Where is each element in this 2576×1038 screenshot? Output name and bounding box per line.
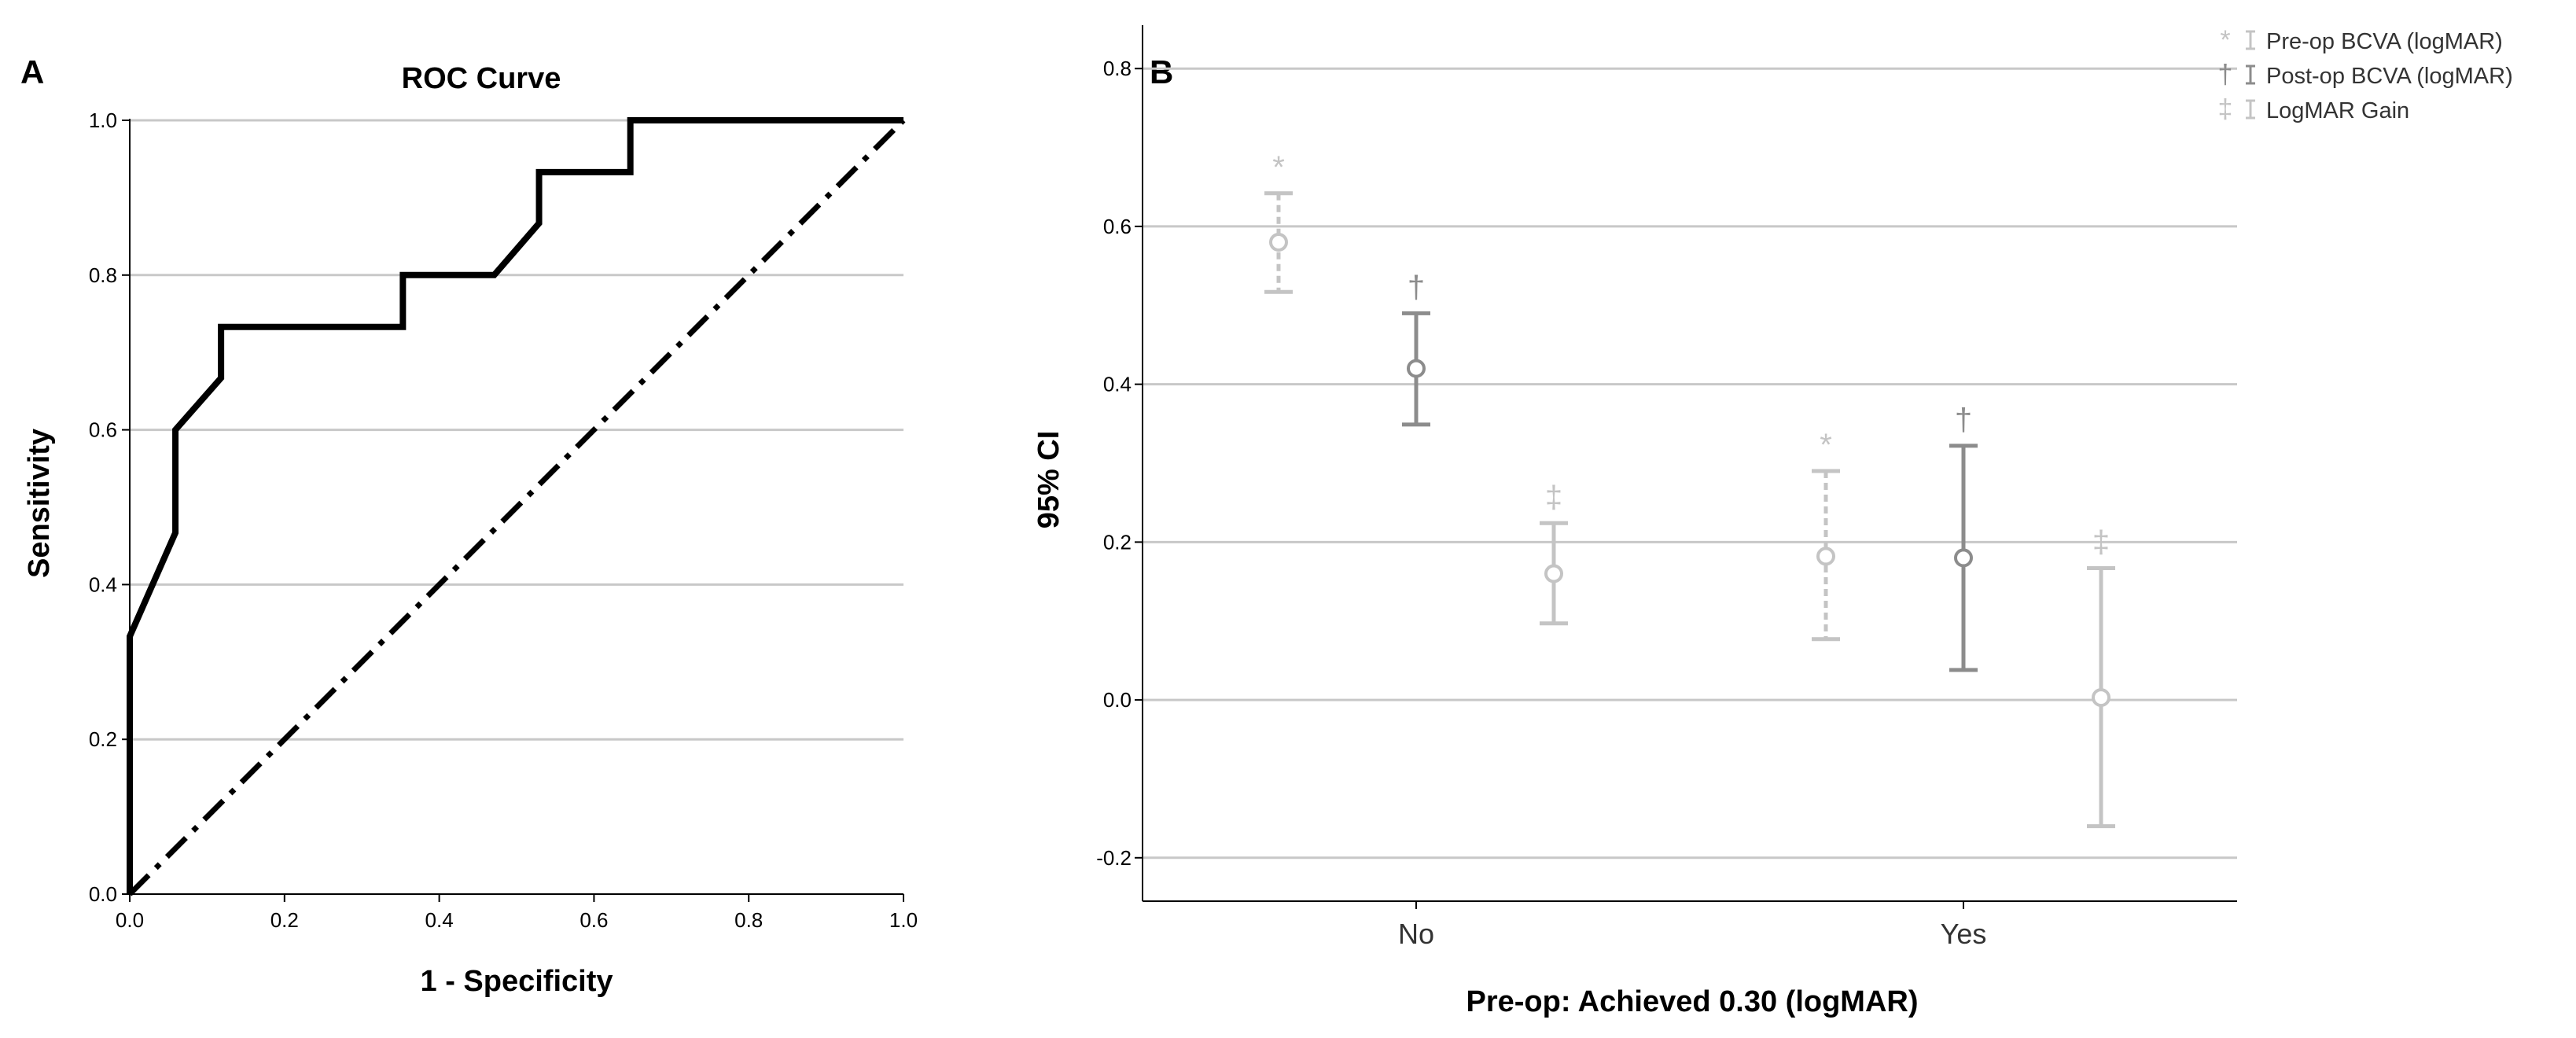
panel-b-legend-label: Pre-op BCVA (logMAR) bbox=[2266, 29, 2503, 54]
panel-b-mean-point bbox=[1816, 547, 1835, 566]
panel-b-y-tick-label: -0.2 bbox=[1096, 846, 1132, 870]
panel-b-mean-point bbox=[1407, 359, 1426, 378]
panel-a-roc-curve bbox=[127, 117, 903, 894]
panel-b-category-label: No bbox=[1398, 918, 1434, 950]
panel-b-errorbar: ‡ bbox=[1540, 480, 1568, 626]
panel-b-y-tick-label: 0.2 bbox=[1103, 530, 1132, 554]
panel-a-roc-curve-group bbox=[127, 117, 903, 894]
panel-b-mean-point bbox=[2092, 688, 2110, 708]
panel-a-letter: A bbox=[20, 53, 44, 90]
panel-b-errorbar: * bbox=[1264, 150, 1293, 294]
panel-b-errorbar: * bbox=[1812, 428, 1840, 642]
panel-b-y-tick-label: 0.6 bbox=[1103, 215, 1132, 238]
panel-b-legend-item: † Post-op BCVA (logMAR) bbox=[2218, 60, 2513, 90]
panel-a-x-tick-label: 0.0 bbox=[116, 908, 144, 932]
panel-b-legend-errorbar-icon bbox=[2246, 30, 2255, 50]
panel-a-x-tick-label: 0.8 bbox=[734, 908, 763, 932]
panel-b-y-tick-labels: -0.2 0.0 0.2 0.4 0.6 0.8 bbox=[1096, 57, 1132, 870]
panel-b-legend-item: ‡ LogMAR Gain bbox=[2218, 94, 2410, 124]
panel-b-x-axis-label: Pre-op: Achieved 0.30 (logMAR) bbox=[1466, 985, 1918, 1018]
panel-b-legend-label: Post-op BCVA (logMAR) bbox=[2266, 64, 2513, 89]
panel-b-legend-symbol: ‡ bbox=[2218, 94, 2233, 124]
panel-b-legend-errorbar-icon bbox=[2246, 64, 2255, 85]
panel-a-y-tick-label: 0.4 bbox=[89, 572, 117, 596]
panel-b-gridlines bbox=[1143, 67, 2237, 859]
panel-b-errorbar-chart: B -0.2 0.0 0.2 0.4 0.6 0.8 No Yes * * † † ‡ ‡ * Pre-… bbox=[1032, 25, 2513, 1018]
panel-a-y-axis-label: Sensitivity bbox=[23, 429, 56, 578]
panel-b-legend: * Pre-op BCVA (logMAR) † Post-op BCVA (logM… bbox=[2218, 25, 2513, 124]
panel-a-reference-line bbox=[127, 118, 906, 896]
panel-a-x-tick-labels: 0.0 0.2 0.4 0.6 0.8 1.0 bbox=[116, 908, 918, 932]
panel-b-legend-symbol: * bbox=[2220, 25, 2230, 55]
panel-b-y-tick-label: 0.0 bbox=[1103, 688, 1132, 712]
panel-b-significance-symbol: ‡ bbox=[2092, 525, 2110, 559]
panel-b-mean-point bbox=[1544, 564, 1563, 583]
panel-b-category-labels: No Yes bbox=[1398, 918, 1986, 950]
panel-b-legend-item: * Pre-op BCVA (logMAR) bbox=[2220, 25, 2502, 55]
panel-a-y-tick-label: 0.2 bbox=[89, 727, 117, 751]
panel-a-axes bbox=[122, 119, 904, 902]
panel-b-category-label: Yes bbox=[1941, 918, 1987, 950]
panel-a-roc-chart: A ROC Curve 0.0 0.2 0.4 0.6 0.8 1.0 0.0 0.2 0.4… bbox=[20, 53, 918, 998]
panel-b-significance-symbol: * bbox=[1272, 150, 1285, 185]
panel-a-x-axis-label: 1 - Specificity bbox=[421, 965, 613, 998]
panel-b-mean-point bbox=[1954, 548, 1973, 568]
panel-b-error-bars: * * † † ‡ ‡ bbox=[1264, 150, 2115, 829]
panel-b-errorbar: † bbox=[1402, 270, 1430, 427]
panel-b-y-tick-label: 0.4 bbox=[1103, 373, 1132, 396]
panel-a-y-tick-label: 0.8 bbox=[89, 263, 117, 287]
panel-b-legend-symbol: † bbox=[2218, 60, 2233, 90]
panel-a-y-tick-label: 0.0 bbox=[89, 882, 117, 906]
panel-b-significance-symbol: † bbox=[1408, 270, 1425, 304]
panel-a-x-tick-label: 0.4 bbox=[425, 908, 454, 932]
panel-b-y-tick-label: 0.8 bbox=[1103, 57, 1132, 80]
panel-a-x-tick-label: 0.6 bbox=[580, 908, 608, 932]
panel-b-significance-symbol: † bbox=[1955, 403, 1972, 437]
panel-b-significance-symbol: * bbox=[1820, 428, 1832, 462]
panel-a-reference-line-group bbox=[127, 118, 906, 896]
panel-a-gridlines bbox=[130, 119, 903, 741]
panel-b-y-axis-label: 95% CI bbox=[1032, 431, 1065, 529]
panel-b-mean-point bbox=[1269, 232, 1288, 252]
panel-a-y-tick-labels: 0.0 0.2 0.4 0.6 0.8 1.0 bbox=[89, 109, 117, 906]
panel-a-x-tick-label: 0.2 bbox=[270, 908, 299, 932]
panel-b-errorbar: ‡ bbox=[2087, 525, 2115, 829]
panel-b-letter: B bbox=[1150, 53, 1173, 90]
panel-b-axes bbox=[1135, 25, 2237, 909]
panel-a-y-tick-label: 1.0 bbox=[89, 109, 117, 132]
panel-b-significance-symbol: ‡ bbox=[1545, 480, 1562, 514]
panel-b-legend-label: LogMAR Gain bbox=[2266, 98, 2409, 123]
panel-b-errorbar: † bbox=[1949, 403, 1978, 672]
panel-a-y-tick-label: 0.6 bbox=[89, 418, 117, 442]
panel-a-title: ROC Curve bbox=[402, 62, 561, 95]
panel-b-legend-errorbar-icon bbox=[2246, 99, 2255, 120]
panel-a-x-tick-label: 1.0 bbox=[889, 908, 918, 932]
